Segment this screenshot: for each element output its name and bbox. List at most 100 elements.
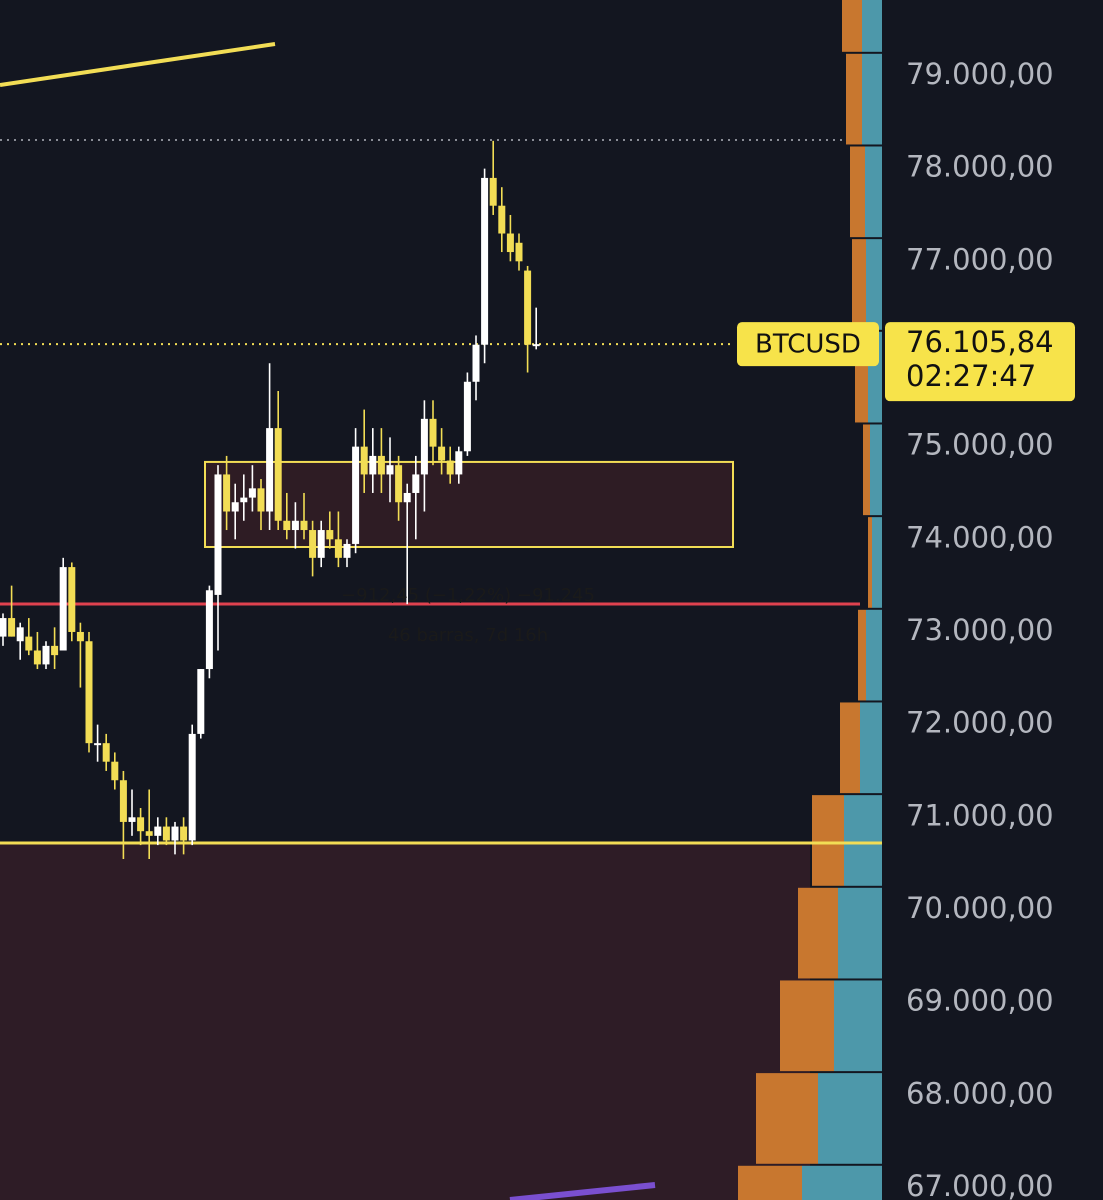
candle-body [515,242,523,262]
profile-buy [756,1073,818,1164]
y-tick-label: 74.000,00 [906,520,1054,554]
profile-sell [802,1165,882,1200]
trend-line [0,42,276,87]
profile-buy [846,53,862,145]
candle-body [16,627,24,642]
profile-buy [780,980,834,1072]
y-tick-label: 79.000,00 [906,57,1054,91]
candle-body [51,645,59,656]
candle-body [223,474,231,512]
candle-body [128,817,136,822]
profile-buy [798,887,838,979]
y-tick-label: 77.000,00 [906,242,1054,276]
candle-body [0,618,7,637]
candle-body [162,826,170,841]
candle-body [25,636,33,651]
y-tick-label: 71.000,00 [906,798,1054,832]
candle-body [532,344,540,347]
candle-body [76,631,84,642]
candle-body [8,618,16,637]
y-tick-label: 75.000,00 [906,428,1054,462]
candle-body [205,590,213,670]
candle-body [85,641,93,744]
profile-sell [818,1073,882,1164]
profile-sell [866,609,882,701]
candle-body [309,530,317,558]
profile-sell [870,424,882,516]
candle-body [214,474,222,595]
candle-body [386,465,394,475]
candle-body [197,669,205,734]
profile-sell [838,887,882,979]
candle-body [455,451,463,475]
y-tick-label: 67.000,00 [906,1169,1054,1200]
candle-body [33,650,41,665]
profile-buy [850,146,865,238]
candle-body [524,270,532,345]
candle-body [145,831,153,836]
candle-body [403,492,411,503]
profile-buy [812,795,844,886]
candle-body [412,474,420,493]
candle-body [429,418,437,447]
candle-body [102,743,110,762]
candle-body [472,344,480,382]
candle-body [291,520,299,531]
profile-sell [862,0,882,52]
profile-sell [860,702,882,794]
candle-body [188,733,196,841]
price-tag [885,322,1075,402]
candle-body [231,502,239,512]
profile-sell [866,239,882,330]
candle-body [334,539,342,558]
zone [0,842,810,1200]
countdown-label: 02:27:47 [906,359,1036,393]
candle-body [343,543,351,558]
candle-body [283,520,291,531]
candle-body [257,488,265,512]
profile-buy [868,517,872,608]
candle-body [154,826,162,836]
candle-body [137,817,145,832]
y-tick-label: 68.000,00 [906,1076,1054,1110]
candle-body [438,446,446,461]
candle-body [506,233,514,253]
profile-sell [844,795,882,886]
candle-body [300,520,308,531]
candle-body [240,497,248,503]
candle-body [377,455,385,475]
candle-body [463,381,471,452]
candle-body [395,465,403,503]
candle-body [68,567,76,632]
profile-sell [862,53,882,145]
candle-body [326,530,334,540]
candle-body [59,567,67,651]
candle-body [317,530,325,558]
candle-body [352,446,360,544]
zone [204,460,734,548]
candle-body [42,645,50,665]
profile-buy [840,702,860,794]
profile-buy [858,609,866,701]
y-tick-label: 72.000,00 [906,706,1054,740]
symbol-tag [737,322,879,367]
candle-body [248,488,256,498]
candle-body [119,780,127,822]
y-tick-label: 69.000,00 [906,984,1054,1018]
candle-body [446,460,454,475]
last-price-label: 76.105,84 [906,325,1054,359]
candle-body [360,446,368,475]
candle-body [498,205,506,234]
candle-body [266,428,274,512]
candle-body [489,177,497,206]
candle-body [274,428,282,521]
profile-sell [834,980,882,1072]
profile-sell [872,517,882,608]
candle-body [481,177,489,345]
profile-buy [738,1165,802,1200]
candle-body [420,418,428,475]
y-tick-label: 78.000,00 [906,150,1054,184]
profile-buy [852,239,866,330]
